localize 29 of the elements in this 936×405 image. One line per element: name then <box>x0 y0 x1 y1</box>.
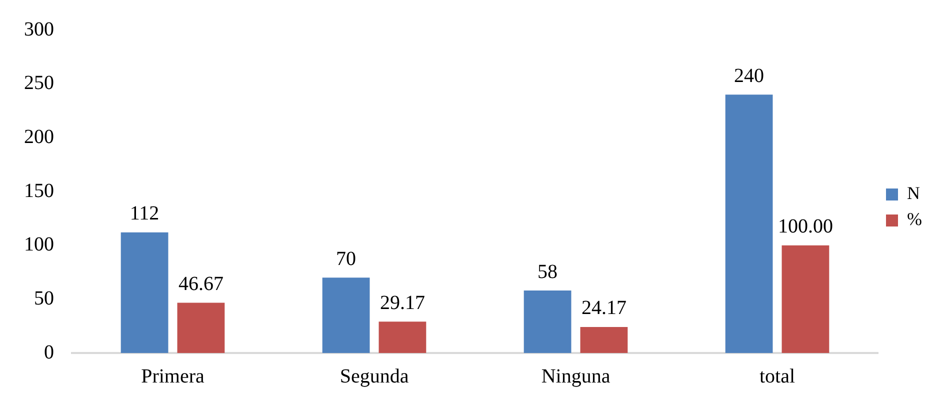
data-label: 240 <box>734 64 764 87</box>
x-tick-label: Segunda <box>340 365 409 388</box>
y-tick-label: 300 <box>24 18 54 40</box>
bar <box>177 302 225 353</box>
y-tick-label: 0 <box>44 341 54 364</box>
bar <box>725 94 773 353</box>
bar <box>322 278 370 353</box>
legend-label: N <box>907 183 920 204</box>
data-label: 46.67 <box>178 273 224 295</box>
data-label: 70 <box>336 248 356 270</box>
data-label: 112 <box>130 202 160 225</box>
y-tick-label: 250 <box>24 72 54 94</box>
x-tick-label: total <box>759 365 796 388</box>
y-tick-label: 50 <box>34 287 54 310</box>
bar <box>378 322 426 353</box>
x-tick-label: Ninguna <box>541 365 610 388</box>
data-label: 29.17 <box>380 292 425 314</box>
bar <box>120 232 168 353</box>
data-label: 58 <box>538 260 558 283</box>
legend-label: % <box>907 209 922 230</box>
y-tick-label: 150 <box>24 180 54 202</box>
data-label: 100.00 <box>778 216 833 238</box>
bar <box>782 245 830 353</box>
bar <box>524 290 572 353</box>
y-tick-label: 100 <box>24 234 54 256</box>
x-tick-label: Primera <box>141 365 205 388</box>
bar <box>580 326 628 353</box>
y-tick-label: 200 <box>24 126 54 148</box>
data-label: 24.17 <box>581 297 626 320</box>
